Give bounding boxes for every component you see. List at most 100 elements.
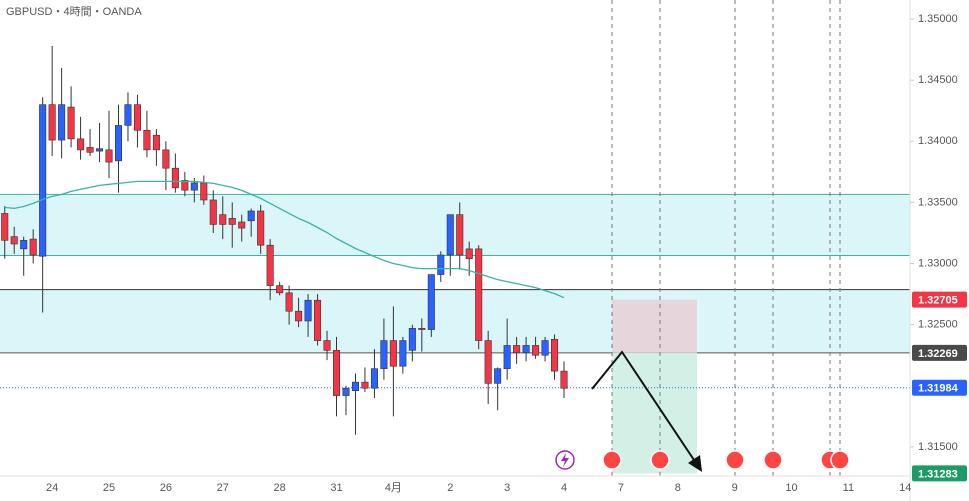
candle-body (475, 248, 483, 341)
candle-body (484, 340, 492, 384)
candle-body (304, 299, 312, 322)
plot (0, 45, 910, 435)
candle-body (48, 104, 56, 141)
candle-body (133, 104, 141, 131)
candle-body (399, 340, 407, 367)
x-tick-label: 8 (675, 482, 681, 494)
candle-body (209, 199, 217, 225)
y-tick-label: 1.32500 (918, 319, 958, 331)
candle-body (238, 221, 246, 229)
candle-body (541, 340, 549, 356)
x-tick-label: 3 (504, 482, 510, 494)
candle-body (323, 340, 331, 351)
event-icon[interactable] (602, 450, 622, 470)
candle-body (20, 240, 28, 250)
candle-body (503, 345, 511, 369)
candle-body (1, 213, 9, 241)
candle-body (408, 328, 416, 351)
event-icon[interactable] (650, 450, 670, 470)
candle-body (380, 340, 388, 369)
candle-body (10, 236, 18, 245)
moving-average (4, 180, 565, 299)
candle-body (86, 147, 94, 153)
x-tick-label: 26 (160, 482, 172, 494)
y-tick-label: 1.34000 (918, 135, 958, 147)
candle-body (162, 149, 170, 169)
candle-body (437, 254, 445, 275)
candle-body (446, 214, 454, 256)
candle-body (285, 292, 293, 312)
candle-body (314, 299, 322, 341)
candle-body (181, 180, 189, 191)
candle-body (427, 274, 435, 330)
candle-body (257, 210, 265, 246)
candle-body (67, 106, 75, 140)
y-tick-label: 1.33500 (918, 196, 958, 208)
x-tick-label: 9 (732, 482, 738, 494)
arrow-path (591, 350, 699, 467)
candle-body (143, 130, 151, 151)
x-tick-label: 10 (785, 482, 797, 494)
candle-body (361, 381, 369, 389)
candle-body (532, 345, 540, 356)
candle-body (494, 368, 502, 384)
price-tag (912, 465, 967, 482)
x-tick-label: 14 (899, 482, 911, 494)
x-tick-label: 31 (330, 482, 342, 494)
y-tick-label: 1.33000 (918, 257, 958, 269)
candle-body (266, 244, 274, 286)
price-tag (912, 344, 967, 361)
x-tick-label: 4 (561, 482, 567, 494)
x-tick-label: 11 (843, 482, 854, 494)
x-tick-label: 28 (274, 482, 286, 494)
forecast-arrow (591, 350, 702, 472)
candle-body (29, 238, 37, 256)
candle-body (389, 340, 397, 367)
event-icons (555, 450, 850, 470)
candle-body (39, 104, 47, 257)
event-icon[interactable] (725, 450, 745, 470)
zone (0, 194, 910, 256)
x-tick-label: 25 (103, 482, 115, 494)
chart-title: GBPUSD・4時間・OANDA (6, 5, 142, 18)
x-tick-label: 2 (447, 482, 453, 494)
candle-body (342, 387, 350, 396)
candle-body (200, 182, 208, 201)
candle-body (351, 381, 359, 391)
stop-area (612, 299, 697, 353)
candle-body (96, 148, 104, 152)
x-tick-label: 7 (618, 482, 624, 494)
candle-body (276, 285, 284, 294)
price-tag (912, 379, 967, 396)
price-tag-label: 1.32705 (918, 295, 958, 307)
candle-body (551, 339, 559, 372)
candle-body (456, 214, 464, 256)
candle-body (105, 149, 113, 163)
candle-body (465, 248, 473, 259)
price-tag-label: 1.31283 (918, 468, 958, 480)
event-icon[interactable] (830, 450, 850, 470)
zone (0, 289, 910, 353)
candle-body (58, 104, 66, 141)
candle-body (190, 182, 198, 191)
y-tick-label: 1.35000 (918, 13, 958, 25)
candle-body (228, 218, 236, 225)
candle-body (219, 214, 227, 225)
candle-body (114, 125, 123, 162)
candle-body (171, 167, 179, 189)
candle-body (418, 328, 426, 330)
x-tick-label: 4月 (385, 482, 402, 494)
price-tag-label: 1.32269 (918, 348, 958, 360)
x-tick-label: 24 (46, 482, 58, 494)
price-tag (912, 291, 967, 308)
candle-body (370, 368, 378, 389)
flag-icons (602, 450, 850, 470)
event-icon[interactable] (763, 450, 783, 470)
candle-body (124, 104, 132, 126)
zones (0, 193, 910, 474)
x-tick-label: 27 (217, 482, 229, 494)
candle-body (513, 345, 521, 354)
candle-body (152, 134, 160, 151)
candle-body (332, 350, 341, 396)
